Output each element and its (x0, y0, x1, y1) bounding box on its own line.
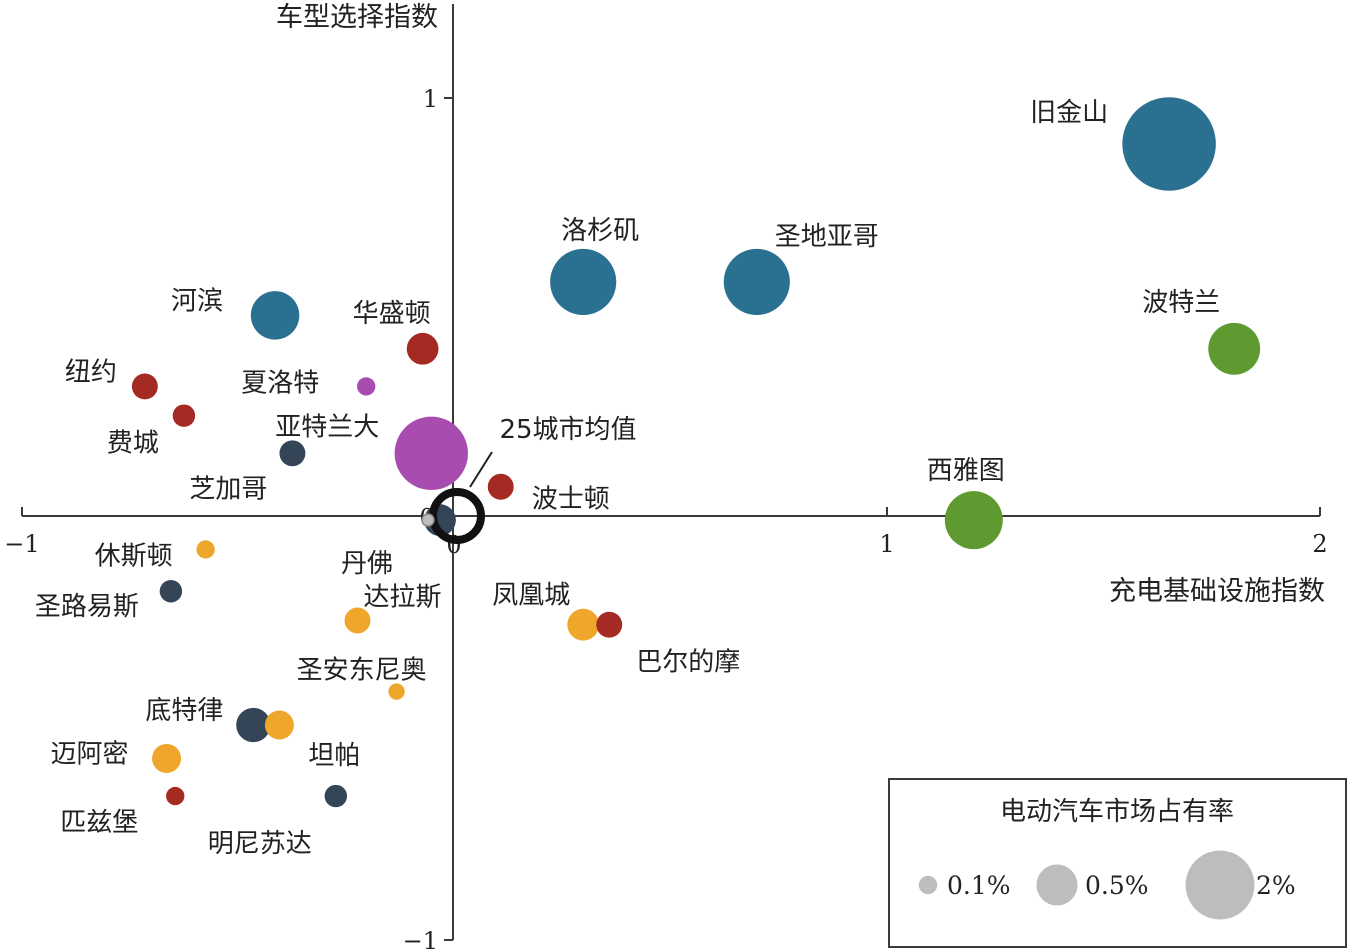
average-leader-line (469, 451, 493, 488)
bubble-p4f1165af987f (196, 540, 215, 559)
label-p6ce258eb987f: 波士顿 (532, 485, 610, 515)
ticks: −1 1 2 1 −1 (4, 85, 1327, 951)
label-p829d52a054e5: 芝加哥 (189, 474, 267, 504)
bubble-p829d52a054e5 (279, 440, 306, 467)
y-axis-title: 车型选择指数 (276, 2, 438, 33)
label-p5e9572795f8b: 底特律 (145, 696, 223, 726)
bubble-p57235b894e1c5c3c5965 (388, 683, 405, 700)
bubble-p65e791d15c71 (1122, 97, 1216, 191)
label-p6ce272795170: 波特兰 (1142, 288, 1220, 318)
label-p4e394f5b: 丹佛 (341, 549, 393, 579)
bubble-p660e5c3c82cf8fbe (324, 784, 348, 808)
label-p65e791d15c71: 旧金山 (1030, 98, 1108, 128)
legend-title: 电动汽车市场占有率 (1000, 797, 1234, 827)
bubble-p897f96c556fe (944, 491, 1003, 550)
label-p57665e15: 坦帕 (308, 741, 360, 771)
legend: 电动汽车市场占有率 0.1% 0.5% 2% (888, 778, 1347, 948)
legend-box (888, 778, 1347, 948)
label-p51e451f057ce: 凤凰城 (492, 581, 570, 611)
bubble-p4e9a727951705927 (394, 416, 468, 490)
label-p534e76db987f: 华盛顿 (353, 299, 431, 329)
label-p8d3957ce: 费城 (107, 429, 159, 459)
bubble-p5e9572795f8b (236, 707, 271, 743)
bubble-p6ce258eb987f (487, 473, 514, 500)
label-p7ebd7ea6: 纽约 (65, 357, 117, 387)
bubble-p8fc8963f5bc6 (152, 743, 182, 773)
bubble-p8d3957ce (172, 404, 196, 427)
label-p8fc8963f5bc6: 迈阿密 (51, 739, 129, 769)
legend-swatch (918, 875, 938, 895)
label-p6cb36ee8: 河滨 (171, 286, 223, 316)
label-p8fbe62c965af: 达拉斯 (364, 583, 442, 613)
label-p4f1165af987f: 休斯顿 (95, 541, 173, 571)
x-tick-label: 2 (1312, 530, 1327, 558)
label-p57238def661365af: 圣路易斯 (35, 592, 139, 622)
label-p57235b894e1c5c3c5965: 圣安东尼奥 (297, 656, 427, 686)
x-axis-title: 充电基础设施指数 (1109, 576, 1325, 607)
bubble-p57665e15 (264, 710, 294, 740)
legend-label: 0.5% (1085, 871, 1149, 900)
bubble-p534e76db987f (406, 332, 439, 365)
label-p897f96c556fe: 西雅图 (927, 456, 1005, 486)
y-tick-label: 1 (423, 85, 438, 113)
bubble-p7ebd7ea6 (131, 373, 158, 400)
legend-label: 0.1% (947, 871, 1011, 900)
label-p6d1b674977f6: 洛杉矶 (561, 216, 639, 246)
legend-swatch (1036, 864, 1078, 906)
y-tick-label: −1 (403, 927, 438, 951)
label-p660e5c3c82cf8fbe: 明尼苏达 (208, 829, 312, 859)
bubble-p57238def661365af (159, 580, 183, 603)
bubble-p5df45c1476846469 (596, 611, 623, 638)
label-p590f6d1b7279: 夏洛特 (241, 368, 319, 398)
legend-swatch (1185, 850, 1255, 920)
label-p5df45c1476846469: 巴尔的摩 (636, 648, 740, 678)
bubble-p6ce272795170 (1208, 322, 1261, 375)
bubble-p6cb36ee8 (250, 291, 300, 340)
x-tick-label: 1 (879, 530, 894, 558)
average-label: 25城市均值 (499, 415, 636, 445)
legend-label: 2% (1256, 871, 1296, 900)
average-marker (421, 488, 485, 544)
bubble-p6d1b674977f6 (550, 248, 617, 315)
origin-marker (421, 513, 435, 527)
bubble-p8fbe62c965af (344, 607, 371, 634)
label-p533951795821: 匹兹堡 (60, 808, 138, 838)
bubble-p572357304e9a54e5 (723, 248, 790, 315)
label-p572357304e9a54e5: 圣地亚哥 (775, 222, 879, 252)
x-tick-label: −1 (4, 530, 39, 558)
label-p4e9a727951705927: 亚特兰大 (275, 412, 379, 442)
bubble-p533951795821 (166, 786, 185, 806)
bubbles (131, 97, 1261, 808)
bubble-p590f6d1b7279 (357, 377, 376, 396)
bubble-p51e451f057ce (567, 608, 600, 641)
